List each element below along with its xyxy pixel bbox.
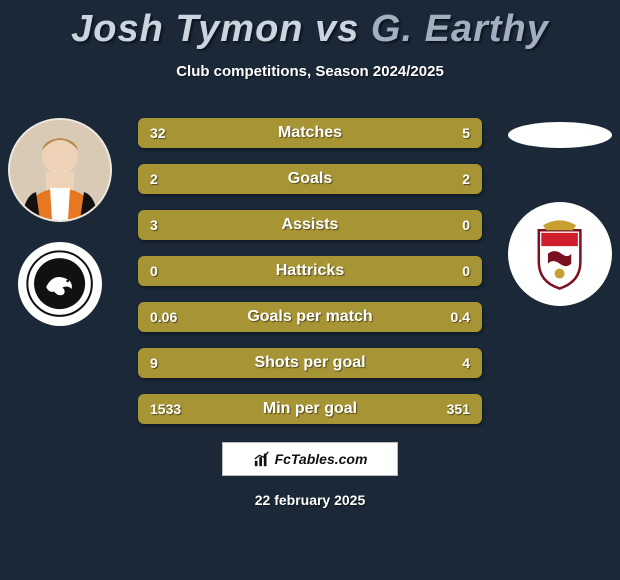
- stat-right-value: 2: [422, 171, 482, 187]
- stat-right-value: 0.4: [422, 309, 482, 325]
- player1-name: Josh Tymon: [71, 8, 303, 50]
- player2-club-badge: [508, 202, 612, 306]
- subtitle: Club competitions, Season 2024/2025: [0, 63, 620, 80]
- stat-row: 3 Assists 0: [138, 210, 482, 240]
- stat-right-value: 0: [422, 263, 482, 279]
- left-column: [0, 118, 120, 326]
- right-column: [500, 118, 620, 306]
- content-area: 32 Matches 5 2 Goals 2 3 Assists 0 0 Hat…: [0, 118, 620, 424]
- stat-label: Goals per match: [198, 308, 422, 326]
- comparison-title: Josh Tymon vs G. Earthy: [0, 0, 620, 51]
- player2-photo-placeholder: [508, 122, 612, 148]
- stat-right-value: 5: [422, 125, 482, 141]
- player1-avatar-icon: [10, 120, 110, 220]
- stat-left-value: 0.06: [138, 309, 198, 325]
- vs-label: vs: [315, 8, 359, 50]
- stats-list: 32 Matches 5 2 Goals 2 3 Assists 0 0 Hat…: [138, 118, 482, 424]
- stat-row: 0.06 Goals per match 0.4: [138, 302, 482, 332]
- bristol-city-badge-icon: [518, 212, 601, 295]
- stat-left-value: 2: [138, 171, 198, 187]
- footer-date: 22 february 2025: [0, 492, 620, 508]
- player1-club-badge: [18, 242, 102, 326]
- stat-right-value: 351: [422, 401, 482, 417]
- stat-row: 9 Shots per goal 4: [138, 348, 482, 378]
- stat-left-value: 0: [138, 263, 198, 279]
- stat-label: Min per goal: [198, 400, 422, 418]
- stat-label: Shots per goal: [198, 354, 422, 372]
- chart-icon: [253, 450, 271, 468]
- player1-photo: [8, 118, 112, 222]
- stat-row: 2 Goals 2: [138, 164, 482, 194]
- stat-label: Assists: [198, 216, 422, 234]
- swansea-badge-icon: [26, 250, 93, 317]
- stat-row: 1533 Min per goal 351: [138, 394, 482, 424]
- stat-label: Hattricks: [198, 262, 422, 280]
- watermark-text: FcTables.com: [275, 451, 368, 467]
- stat-left-value: 3: [138, 217, 198, 233]
- watermark-content: FcTables.com: [253, 450, 368, 468]
- stat-row: 0 Hattricks 0: [138, 256, 482, 286]
- player2-name: G. Earthy: [371, 8, 549, 50]
- watermark: FcTables.com: [222, 442, 398, 476]
- stat-left-value: 32: [138, 125, 198, 141]
- stat-row: 32 Matches 5: [138, 118, 482, 148]
- stat-left-value: 1533: [138, 401, 198, 417]
- stat-right-value: 4: [422, 355, 482, 371]
- stat-right-value: 0: [422, 217, 482, 233]
- stat-label: Goals: [198, 170, 422, 188]
- stat-label: Matches: [198, 124, 422, 142]
- stat-left-value: 9: [138, 355, 198, 371]
